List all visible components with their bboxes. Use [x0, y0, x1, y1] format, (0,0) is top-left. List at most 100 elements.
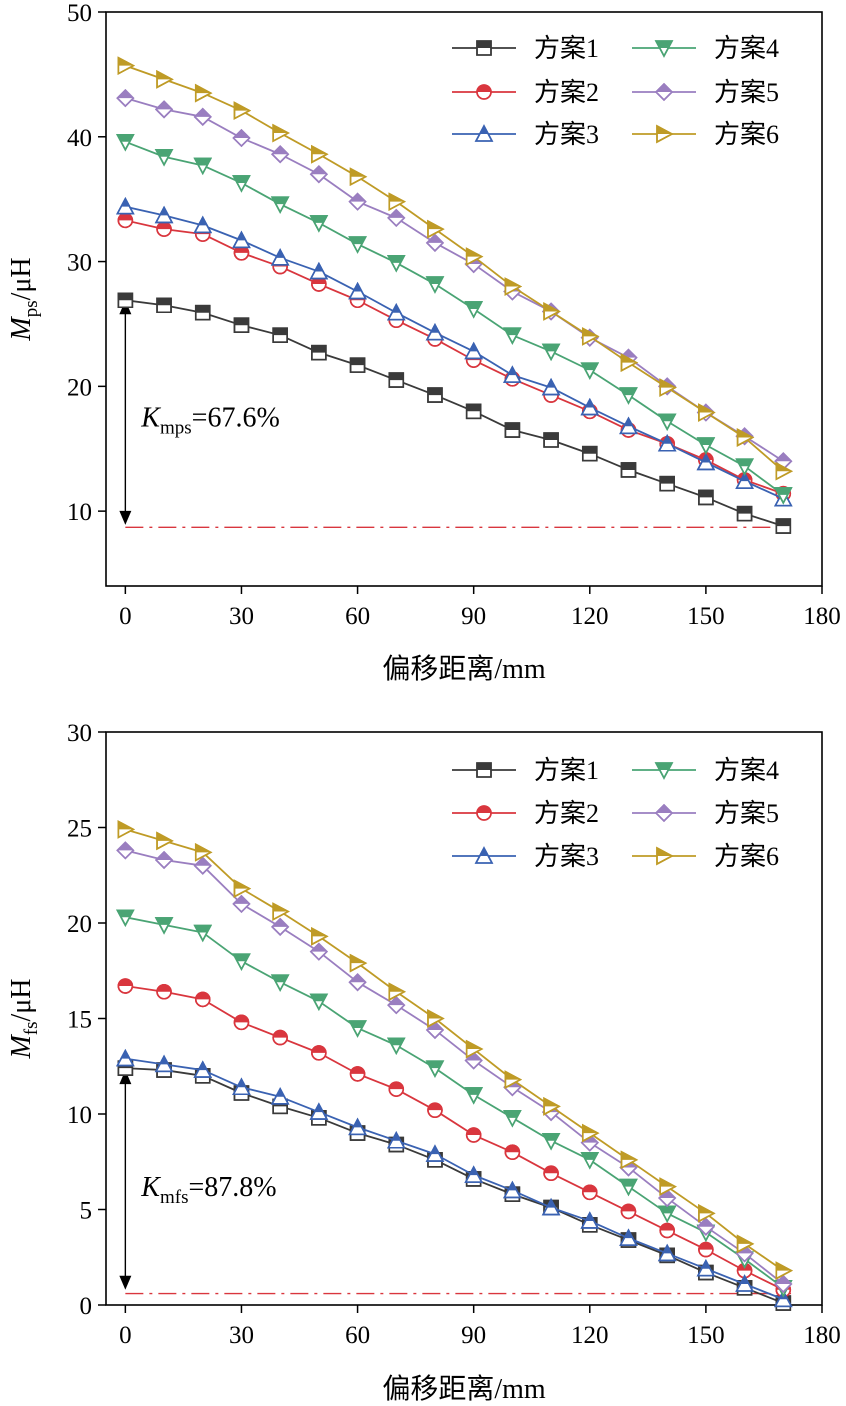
marker-fill — [427, 1010, 443, 1019]
marker-fill — [275, 1088, 285, 1097]
data-point — [117, 292, 134, 309]
marker-fill — [194, 158, 211, 166]
legend-marker — [654, 803, 674, 823]
data-point — [194, 83, 213, 103]
marker-outline — [476, 40, 492, 56]
legend-item: 方案2 — [452, 78, 599, 107]
marker-outline — [503, 1180, 522, 1199]
data-point — [657, 1205, 677, 1224]
marker-outline — [658, 1188, 677, 1208]
y-tick-label: 10 — [67, 1102, 92, 1129]
annotation-main: K — [140, 1172, 161, 1203]
data-point — [232, 1077, 251, 1096]
marker-outline — [311, 144, 329, 164]
data-point — [311, 1045, 327, 1061]
data-point — [504, 277, 523, 296]
marker-outline — [696, 437, 716, 455]
marker-fill — [194, 925, 211, 933]
marker-fill — [582, 446, 597, 454]
marker-fill — [234, 318, 249, 326]
data-point — [543, 302, 561, 321]
data-point — [541, 1197, 561, 1216]
data-point — [311, 344, 327, 361]
plot-frame — [105, 11, 823, 587]
marker-outline — [233, 879, 252, 898]
data-point — [581, 327, 600, 346]
marker-fill — [314, 263, 324, 272]
data-point — [736, 505, 753, 522]
marker-outline — [696, 452, 716, 471]
marker-outline — [116, 1048, 135, 1067]
marker-fill — [275, 249, 285, 258]
data-point — [348, 1020, 367, 1038]
y-tick-label: 20 — [67, 911, 92, 938]
marker-outline — [154, 148, 174, 167]
data-point — [116, 909, 135, 927]
marker-fill — [353, 1119, 362, 1128]
marker-fill — [195, 305, 210, 313]
y-tick-label: 25 — [67, 816, 92, 843]
marker-outline — [654, 803, 674, 823]
marker-outline — [619, 1178, 638, 1197]
legend-label: 方案3 — [534, 120, 599, 149]
x-tick-label: 30 — [229, 603, 254, 630]
series-line — [125, 985, 784, 1291]
data-point — [503, 327, 522, 345]
y-axis-title-sub: ps — [21, 300, 42, 317]
data-point — [348, 281, 367, 300]
marker-outline — [233, 1014, 250, 1031]
marker-outline — [541, 1197, 561, 1216]
data-point — [154, 1054, 174, 1073]
data-point — [465, 1039, 484, 1059]
data-point — [464, 301, 484, 319]
marker-outline — [619, 387, 638, 405]
marker-outline — [388, 192, 406, 212]
data-point — [388, 372, 405, 388]
marker-outline — [656, 124, 674, 144]
marker-fill — [273, 328, 288, 336]
marker-outline — [620, 462, 637, 478]
data-point — [309, 215, 329, 233]
marker-outline — [698, 403, 716, 422]
data-point — [270, 196, 290, 214]
series-line — [125, 140, 784, 496]
marker-fill — [585, 1212, 595, 1221]
marker-outline — [654, 762, 674, 780]
data-point — [619, 1178, 638, 1197]
marker-outline — [425, 1144, 445, 1162]
marker-fill — [159, 1056, 169, 1065]
marker-fill — [156, 851, 173, 860]
data-point — [736, 428, 755, 447]
data-point — [581, 1123, 600, 1143]
marker-fill — [233, 130, 250, 139]
legend-label: 方案2 — [534, 799, 599, 828]
marker-outline — [349, 167, 368, 187]
y-axis-title-sub: fs — [21, 1021, 42, 1035]
marker-outline — [775, 1261, 793, 1280]
marker-fill — [198, 217, 208, 226]
marker-fill — [121, 198, 130, 207]
marker-fill — [479, 848, 489, 856]
legend-marker — [476, 40, 492, 56]
data-point — [193, 924, 213, 943]
series-6 — [117, 56, 793, 481]
data-point — [311, 144, 329, 164]
marker-outline — [116, 841, 135, 860]
marker-outline — [425, 233, 445, 252]
data-point — [543, 432, 559, 448]
marker-fill — [233, 175, 250, 183]
data-point — [775, 518, 792, 534]
marker-fill — [662, 1245, 672, 1254]
marker-outline — [620, 353, 639, 372]
marker-fill — [156, 101, 173, 110]
data-point — [156, 297, 172, 314]
annotation-sub: mfs — [160, 1187, 189, 1208]
series-line — [125, 849, 784, 1285]
marker-fill — [656, 805, 672, 813]
marker-outline — [619, 416, 638, 435]
marker-outline — [117, 978, 134, 994]
marker-fill — [477, 41, 491, 48]
legend-item: 方案3 — [452, 120, 599, 149]
data-point — [156, 221, 172, 237]
data-point — [581, 445, 598, 462]
